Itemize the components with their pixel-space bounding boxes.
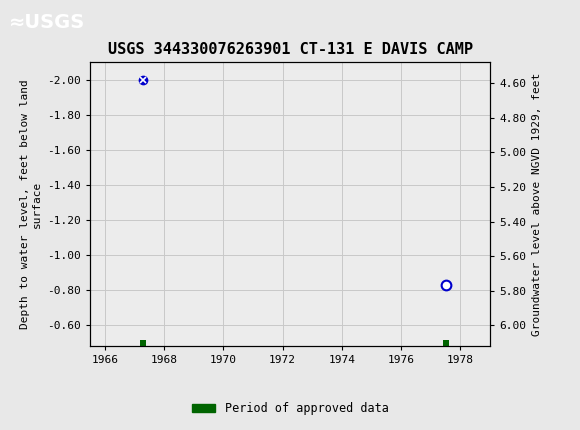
Title: USGS 344330076263901 CT-131 E DAVIS CAMP: USGS 344330076263901 CT-131 E DAVIS CAMP: [107, 42, 473, 57]
Y-axis label: Groundwater level above NGVD 1929, feet: Groundwater level above NGVD 1929, feet: [532, 73, 542, 336]
Text: ≈USGS: ≈USGS: [9, 13, 85, 32]
Legend: Period of approved data: Period of approved data: [187, 397, 393, 420]
Y-axis label: Depth to water level, feet below land
surface: Depth to water level, feet below land su…: [20, 80, 42, 329]
